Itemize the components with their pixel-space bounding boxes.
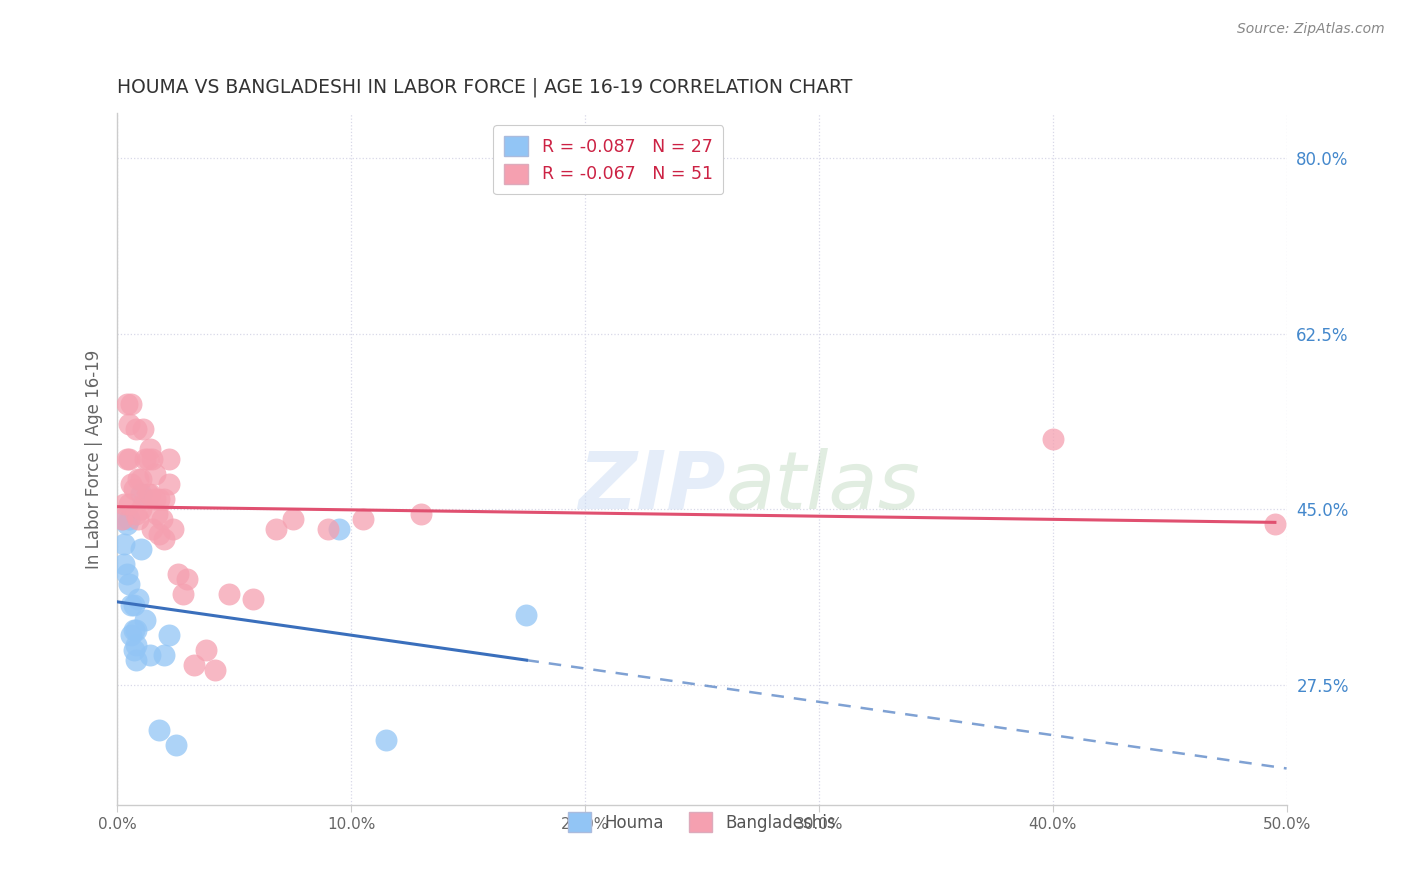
Point (134, 613, 156, 627)
Y-axis label: In Labor Force | Age 16-19: In Labor Force | Age 16-19 (86, 350, 103, 569)
Text: ZIP: ZIP (578, 448, 725, 525)
Point (150, 512, 173, 526)
Point (139, 442, 162, 456)
Point (125, 623, 148, 637)
Point (242, 592, 264, 607)
Point (115, 517, 138, 532)
Point (111, 512, 134, 526)
Point (515, 607, 537, 622)
Point (122, 482, 145, 496)
Point (122, 642, 145, 657)
Point (112, 558, 135, 572)
Point (129, 487, 152, 501)
Point (125, 422, 148, 436)
Point (127, 592, 149, 607)
Point (125, 638, 148, 652)
Point (352, 512, 374, 526)
Point (129, 542, 152, 557)
Point (165, 738, 187, 752)
Point (375, 732, 398, 747)
Point (129, 472, 152, 486)
Point (157, 452, 180, 467)
Point (134, 492, 156, 507)
Point (411, 508, 433, 522)
Point (148, 527, 170, 541)
Point (183, 657, 205, 672)
Point (141, 452, 163, 467)
Point (120, 627, 142, 641)
Point (111, 512, 134, 526)
Point (162, 522, 184, 536)
Point (141, 522, 163, 536)
Point (118, 497, 141, 511)
Text: atlas: atlas (725, 448, 920, 525)
Point (118, 577, 141, 591)
Point (115, 452, 138, 467)
Point (328, 522, 350, 536)
Legend: Houma, Bangladeshis: Houma, Bangladeshis (558, 803, 846, 842)
Point (127, 472, 149, 486)
Point (118, 417, 141, 431)
Point (136, 452, 159, 467)
Point (143, 492, 166, 507)
Point (143, 467, 166, 482)
Point (115, 397, 138, 411)
Point (153, 492, 176, 507)
Point (1042, 432, 1064, 446)
Point (148, 492, 170, 507)
Point (148, 723, 170, 737)
Point (120, 397, 142, 411)
Point (125, 653, 148, 667)
Point (115, 567, 138, 582)
Point (1264, 517, 1286, 532)
Point (129, 502, 152, 516)
Point (132, 422, 155, 436)
Point (120, 598, 142, 612)
Point (218, 587, 240, 601)
Point (127, 512, 149, 526)
Point (157, 627, 180, 641)
Point (153, 648, 176, 662)
Point (195, 642, 218, 657)
Point (172, 587, 194, 601)
Point (264, 522, 287, 536)
Text: HOUMA VS BANGLADESHI IN LABOR FORCE | AGE 16-19 CORRELATION CHART: HOUMA VS BANGLADESHI IN LABOR FORCE | AG… (117, 78, 852, 97)
Point (136, 487, 159, 501)
Point (146, 508, 169, 522)
Point (157, 477, 180, 491)
Point (139, 648, 162, 662)
Point (281, 512, 304, 526)
Point (125, 508, 148, 522)
Point (118, 452, 141, 467)
Point (118, 512, 141, 526)
Point (316, 522, 339, 536)
Point (120, 477, 142, 491)
Point (122, 598, 145, 612)
Point (134, 452, 156, 467)
Point (112, 537, 135, 551)
Point (176, 573, 198, 587)
Point (167, 567, 190, 582)
Point (139, 487, 162, 501)
Point (122, 623, 145, 637)
Point (153, 533, 176, 547)
Point (112, 497, 135, 511)
Point (204, 663, 226, 677)
Text: Source: ZipAtlas.com: Source: ZipAtlas.com (1237, 22, 1385, 37)
